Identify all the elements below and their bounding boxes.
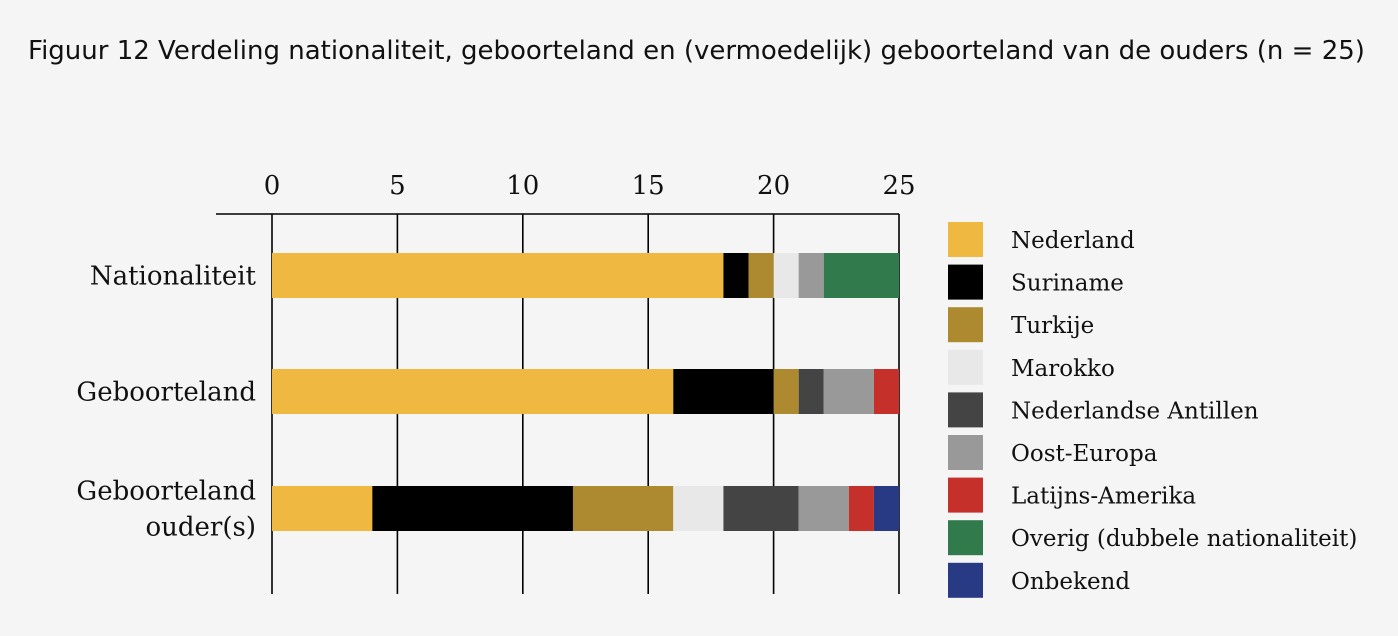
legend-swatch — [948, 477, 983, 513]
legend-swatch — [948, 392, 983, 428]
legend-swatch — [948, 349, 983, 385]
bar-segment-latijns-amerika — [873, 369, 899, 414]
x-tick-label: 25 — [882, 171, 915, 201]
category-label: Nationaliteit — [90, 262, 257, 292]
bar-segment-turkije — [773, 369, 799, 414]
bar-segment-turkije — [572, 486, 674, 531]
legend-swatch — [948, 562, 983, 598]
bar-segment-nederlandse-antillen — [723, 486, 799, 531]
bar-segment-suriname — [372, 486, 573, 531]
legend-label: Suriname — [1011, 271, 1124, 297]
bar-segment-nederlandse-antillen — [798, 369, 824, 414]
bar-segment-latijns-amerika — [848, 486, 874, 531]
x-tick-label: 20 — [757, 171, 790, 201]
bar-segment-oost-europa — [798, 486, 849, 531]
bar-segment-nederland — [272, 369, 674, 414]
bar-segment-overig-dubbele-nationaliteit- — [823, 253, 899, 298]
category-label: ouder(s) — [146, 513, 257, 543]
bar-segment-suriname — [673, 369, 774, 414]
bar-segment-marokko — [773, 253, 799, 298]
legend-label: Turkije — [1011, 313, 1094, 339]
legend-label: Onbekend — [1011, 569, 1130, 595]
legend-label: Latijns-Amerika — [1011, 484, 1196, 510]
legend-swatch — [948, 307, 983, 343]
legend-label: Nederlandse Antillen — [1011, 398, 1259, 424]
bar-segment-nederland — [272, 253, 724, 298]
chart-title: Figuur 12 Verdeling nationaliteit, geboo… — [28, 36, 1365, 66]
bar-segment-suriname — [723, 253, 749, 298]
legend-label: Overig (dubbele nationaliteit) — [1011, 526, 1357, 552]
bar-segment-onbekend — [873, 486, 899, 531]
category-label: Geboorteland — [76, 477, 256, 507]
legend-swatch — [948, 435, 983, 470]
legend-label: Oost-Europa — [1011, 441, 1158, 467]
bar-segment-turkije — [748, 253, 774, 298]
bar-segment-oost-europa — [823, 369, 874, 414]
legend-swatch — [948, 222, 983, 257]
bar-segment-oost-europa — [798, 253, 824, 298]
bar-segment-marokko — [673, 486, 724, 531]
legend-label: Marokko — [1011, 356, 1115, 382]
x-tick-label: 5 — [389, 171, 406, 201]
category-label: Geboorteland — [76, 378, 256, 408]
legend-swatch — [948, 264, 983, 300]
x-tick-label: 0 — [264, 171, 281, 201]
bar-segment-nederland — [272, 486, 373, 531]
legend-label: Nederland — [1011, 228, 1135, 254]
legend-swatch — [948, 520, 983, 556]
x-tick-label: 10 — [506, 171, 539, 201]
x-tick-label: 15 — [632, 171, 665, 201]
